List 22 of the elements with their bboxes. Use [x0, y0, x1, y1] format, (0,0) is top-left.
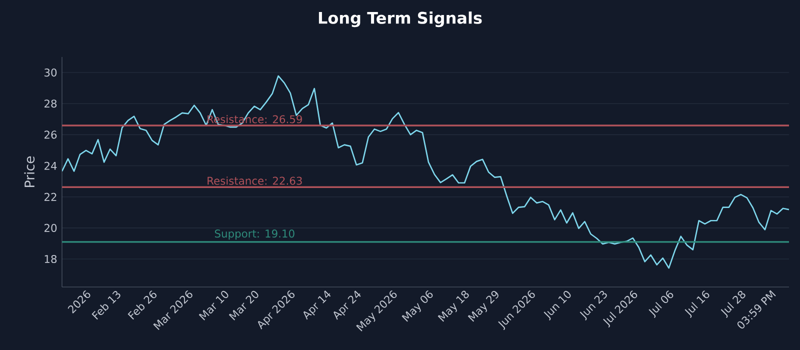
x-tick-label: Feb 26 — [128, 290, 156, 320]
y-tick-label: 26 — [44, 130, 57, 139]
y-tick-label: 28 — [44, 100, 57, 108]
line-series — [62, 75, 790, 269]
y-tick-label: 24 — [44, 162, 57, 170]
x-tick-label: Jul 16 — [684, 290, 710, 318]
x-tick-label: Mar 10 — [198, 290, 228, 320]
y-tick-label: 30 — [44, 68, 57, 77]
x-tick-label: Apr 24 — [334, 290, 361, 320]
ref-line-label: Support: 19.10 — [214, 230, 294, 240]
y-tick-label: 20 — [44, 224, 57, 232]
chart-title: Long Term Signals — [318, 12, 482, 28]
ref-line-label: Resistance: 22.63 — [208, 176, 302, 185]
y-tick-label: 22 — [44, 192, 56, 201]
x-tick-label: Jun 10 — [544, 290, 571, 321]
x-tick-label: Feb 13 — [92, 291, 120, 320]
x-tick-label: Jul 28 — [720, 290, 746, 318]
y-tick-label: 18 — [44, 254, 57, 264]
y-axis-title: Price — [24, 156, 35, 187]
x-tick-label: Apr 14 — [303, 290, 331, 320]
x-tick-label: Jul 06 — [648, 290, 674, 318]
x-tick-label: Mar 20 — [228, 290, 258, 320]
